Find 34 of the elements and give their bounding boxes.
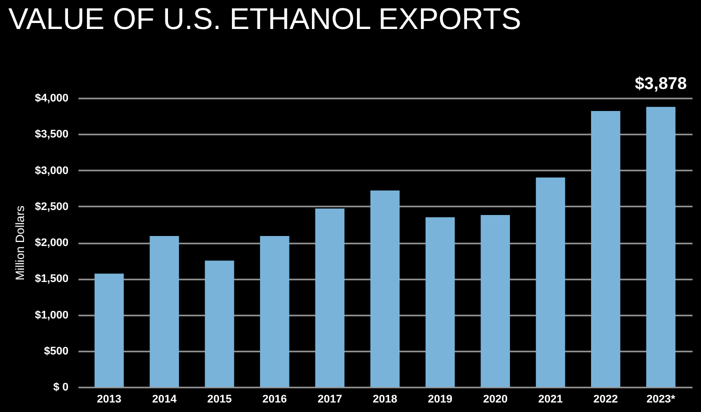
y-tick-label: $4,000 bbox=[34, 92, 68, 104]
y-tick-label: $3,000 bbox=[34, 164, 68, 177]
x-tick-label: 2017 bbox=[318, 394, 342, 406]
bar bbox=[204, 260, 234, 387]
bar bbox=[591, 111, 620, 387]
x-tick-label: 2019 bbox=[428, 394, 452, 406]
bar bbox=[370, 190, 400, 387]
bar bbox=[315, 208, 344, 387]
x-tick-label: 2013 bbox=[96, 394, 122, 406]
x-tick-label: 2022 bbox=[593, 394, 618, 406]
bar bbox=[260, 236, 290, 387]
y-tick-label: $1,500 bbox=[34, 273, 68, 286]
y-tick-label: $2,000 bbox=[34, 237, 68, 249]
bar bbox=[536, 177, 566, 387]
bar bbox=[150, 236, 179, 387]
x-tick-label: 2016 bbox=[262, 394, 287, 406]
y-tick-label: $ 0 bbox=[53, 382, 68, 394]
y-tick-label: $2,500 bbox=[34, 200, 68, 213]
x-tick-label: 2015 bbox=[207, 394, 232, 406]
y-tick-label: $3,500 bbox=[34, 128, 68, 141]
bar bbox=[480, 215, 510, 387]
data-label: $3,878 bbox=[634, 74, 687, 93]
x-tick-label: 2018 bbox=[372, 394, 398, 406]
x-tick-label: 2021 bbox=[538, 394, 563, 406]
x-tick-label: 2020 bbox=[483, 394, 508, 406]
chart-title: VALUE OF U.S. ETHANOL EXPORTS bbox=[8, 2, 522, 36]
x-tick-label: 2023* bbox=[646, 394, 676, 406]
bar bbox=[646, 106, 676, 387]
bar bbox=[426, 217, 455, 387]
x-tick-label: 2014 bbox=[152, 394, 178, 406]
y-tick-label: $1,000 bbox=[34, 309, 68, 322]
y-tick-label: $500 bbox=[44, 345, 68, 358]
bar bbox=[94, 274, 124, 387]
y-axis-title: Million Dollars bbox=[12, 206, 27, 280]
